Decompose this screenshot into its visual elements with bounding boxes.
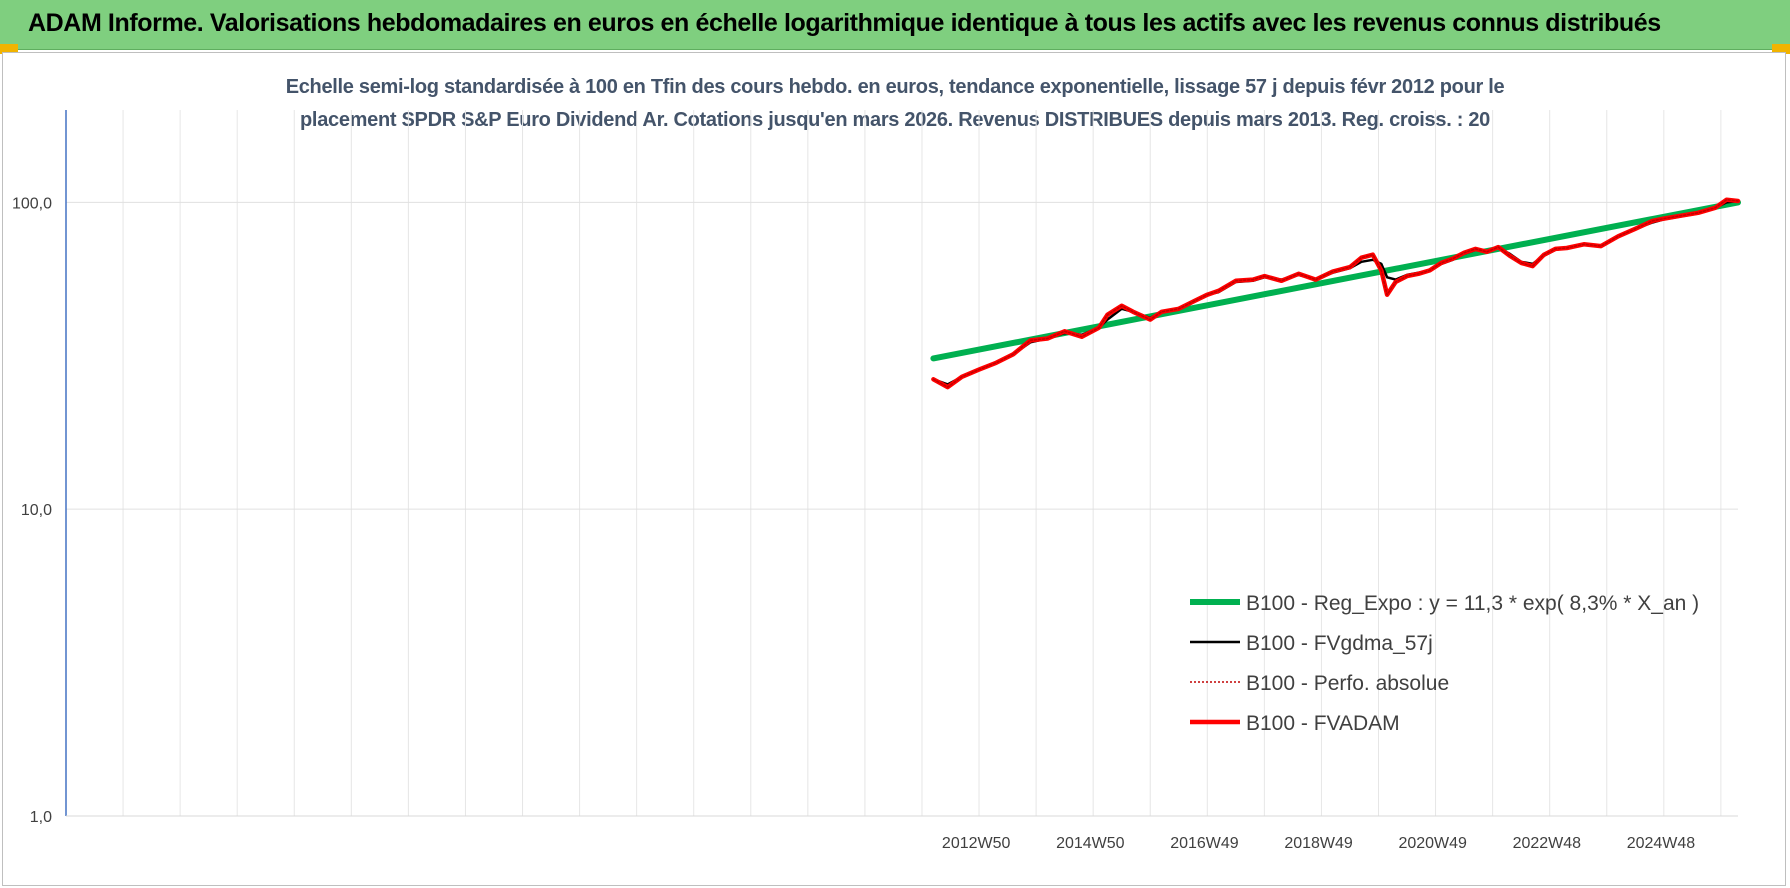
- legend-label-perfo: B100 - Perfo. absolue: [1246, 672, 1449, 695]
- corner-marker-right: [1772, 44, 1790, 54]
- report-banner: ADAM Informe. Valorisations hebdomadaire…: [0, 0, 1790, 50]
- y-tick-label: 100,0: [12, 195, 52, 212]
- x-tick-label: 2020W49: [1398, 835, 1467, 852]
- series-line-perfo: [932, 198, 1739, 388]
- chart-panel: [2, 52, 1786, 886]
- series-layer: [930, 197, 1741, 390]
- x-tick-label: 2022W48: [1513, 835, 1582, 852]
- x-tick-label: 2012W50: [942, 835, 1011, 852]
- x-tick-label: 2024W48: [1627, 835, 1696, 852]
- chart-title-line-2: placement SPDR S&P Euro Dividend Ar. Cot…: [300, 109, 1490, 131]
- x-tick-label: 2014W50: [1056, 835, 1125, 852]
- x-tick-label: 2018W49: [1284, 835, 1353, 852]
- axis-layer: 1,0 10,0 100,0 2012W50 2014W50 2016W49 2018W49…: [12, 110, 1738, 852]
- legend-label-fvgdma: B100 - FVgdma_57j: [1246, 632, 1433, 655]
- y-tick-label: 10,0: [21, 502, 52, 519]
- report-title: ADAM Informe. Valorisations hebdomadaire…: [28, 9, 1661, 37]
- grid-layer: [65, 110, 1738, 817]
- x-tick-label: 2016W49: [1170, 835, 1239, 852]
- legend-label-fvadam: B100 - FVADAM: [1246, 712, 1400, 735]
- corner-marker-left: [0, 44, 18, 54]
- legend-label-reg: B100 - Reg_Expo : y = 11,3 * exp( 8,3% *…: [1246, 592, 1699, 615]
- legend: B100 - Reg_Expo : y = 11,3 * exp( 8,3% *…: [1190, 592, 1699, 735]
- y-tick-label: 1,0: [30, 809, 52, 826]
- chart-title-line-1: Echelle semi-log standardisée à 100 en T…: [285, 76, 1505, 98]
